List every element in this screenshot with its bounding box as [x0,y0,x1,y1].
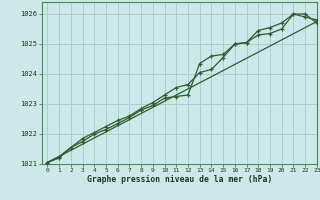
X-axis label: Graphe pression niveau de la mer (hPa): Graphe pression niveau de la mer (hPa) [87,175,272,184]
